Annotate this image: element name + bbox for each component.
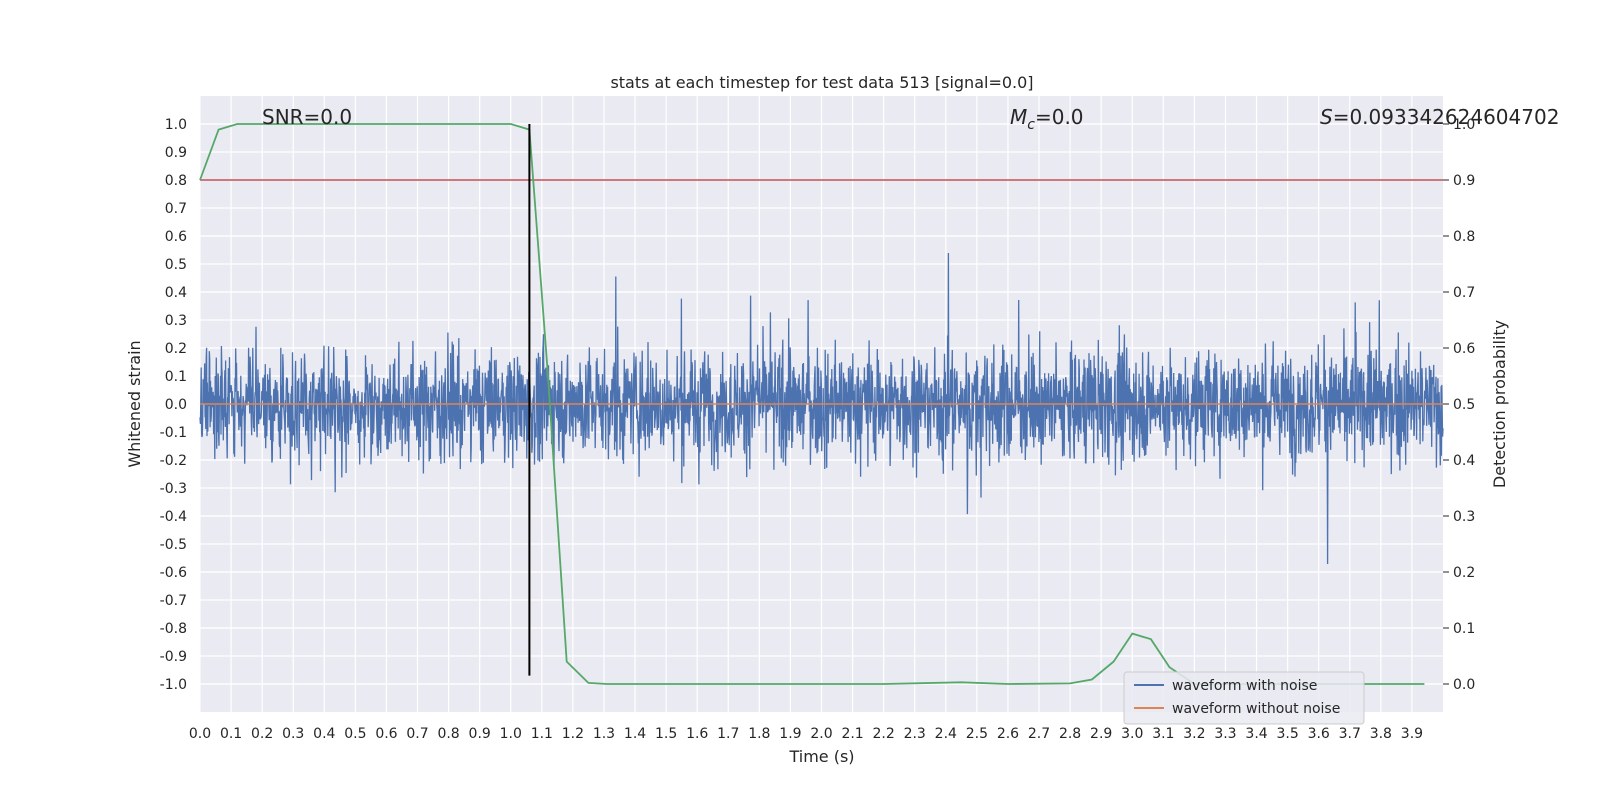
chirp-mass-symbol: M: [1010, 105, 1027, 129]
x-tick-label: 0.5: [344, 726, 366, 742]
x-tick-label: 3.2: [1183, 726, 1205, 742]
legend-label-clean: waveform without noise: [1172, 701, 1340, 717]
y-tick-label: 0.8: [165, 173, 187, 189]
y-axis-label: Whitened strain: [125, 340, 144, 467]
x-tick-label: 3.1: [1152, 726, 1174, 742]
y2-tick-label: 0.0: [1453, 677, 1475, 693]
x-tick-label: 1.2: [562, 726, 584, 742]
y-tick-label: -0.6: [160, 565, 187, 581]
y2-axis-ticks: 0.0 0.1 0.2 0.3 0.4 0.5 0.6 0.7 0.8 0.9 1.0: [1443, 117, 1475, 693]
x-tick-label: 1.5: [655, 726, 677, 742]
chirp-mass-annotation: Mc=0.0: [1010, 105, 1084, 133]
y-tick-label: -0.3: [160, 481, 187, 497]
x-tick-label: 3.4: [1245, 726, 1267, 742]
snr-annotation: SNR=0.0: [262, 105, 352, 129]
chirp-mass-subscript: c: [1027, 117, 1035, 133]
legend-label-noise: waveform with noise: [1172, 678, 1317, 694]
y-tick-label: -0.5: [160, 537, 187, 553]
x-tick-label: 2.0: [810, 726, 832, 742]
x-tick-label: 1.7: [717, 726, 739, 742]
waveform-with-noise-series: [199, 252, 1444, 565]
waveform-with-noise-line: [199, 252, 1444, 565]
x-tick-label: 1.1: [531, 726, 553, 742]
s-value: =0.093342624604702: [1333, 105, 1560, 129]
y-tick-label: 0.6: [165, 229, 187, 245]
y-axis-ticks: -1.0 -0.9 -0.8 -0.7 -0.6 -0.5 -0.4 -0.3 -0.2 -0.1…: [160, 117, 187, 693]
x-tick-label: 0.8: [437, 726, 459, 742]
x-tick-label: 0.9: [469, 726, 491, 742]
y-tick-label: -0.4: [160, 509, 187, 525]
x-tick-label: 1.0: [500, 726, 522, 742]
y2-tick-label: 0.1: [1453, 621, 1475, 637]
x-tick-label: 3.3: [1214, 726, 1236, 742]
y-tick-label: 0.5: [165, 257, 187, 273]
x-tick-label: 2.8: [1059, 726, 1081, 742]
chart-title: stats at each timestep for test data 513…: [610, 73, 1033, 92]
x-axis-ticks: 0.0 0.1 0.2 0.3 0.4 0.5 0.6 0.7 0.8 0.9 1.0 1.1 1.2 1…: [189, 726, 1423, 742]
y-tick-label: -0.9: [160, 649, 187, 665]
x-tick-label: 3.8: [1370, 726, 1392, 742]
x-tick-label: 3.0: [1121, 726, 1143, 742]
y-tick-label: 0.3: [165, 313, 187, 329]
s-annotation: S=0.093342624604702: [1320, 105, 1559, 129]
y-tick-label: -1.0: [160, 677, 187, 693]
legend-box: [1123, 671, 1365, 725]
y-tick-label: 0.9: [165, 145, 187, 161]
x-tick-label: 0.1: [220, 726, 242, 742]
y2-tick-label: 0.9: [1453, 173, 1475, 189]
legend: waveform with noise waveform without noi…: [1123, 671, 1365, 725]
x-tick-label: 2.7: [1028, 726, 1050, 742]
x-tick-label: 0.7: [406, 726, 428, 742]
x-tick-label: 0.4: [313, 726, 335, 742]
y-tick-label: 0.2: [165, 341, 187, 357]
x-tick-label: 1.3: [593, 726, 615, 742]
x-tick-label: 1.6: [686, 726, 708, 742]
x-tick-label: 3.5: [1276, 726, 1298, 742]
x-tick-label: 2.1: [841, 726, 863, 742]
y-tick-label: 0.1: [165, 369, 187, 385]
y-tick-label: -0.1: [160, 425, 187, 441]
x-tick-label: 1.4: [624, 726, 646, 742]
x-tick-label: 3.7: [1339, 726, 1361, 742]
x-tick-label: 1.9: [779, 726, 801, 742]
x-tick-label: 1.8: [748, 726, 770, 742]
y-tick-label: -0.7: [160, 593, 187, 609]
x-tick-label: 2.4: [935, 726, 957, 742]
x-tick-label: 3.9: [1401, 726, 1423, 742]
y-tick-label: 1.0: [165, 117, 187, 133]
y2-tick-label: 0.5: [1453, 397, 1475, 413]
y2-tick-label: 0.3: [1453, 509, 1475, 525]
x-tick-label: 0.2: [251, 726, 273, 742]
y2-tick-label: 0.4: [1453, 453, 1475, 469]
x-tick-label: 0.0: [189, 726, 211, 742]
x-axis-label: Time (s): [788, 747, 854, 766]
y-tick-label: 0.7: [165, 201, 187, 217]
x-tick-label: 2.6: [997, 726, 1019, 742]
y-tick-label: -0.2: [160, 453, 187, 469]
chirp-mass-value: =0.0: [1035, 105, 1084, 129]
y2-tick-label: 0.6: [1453, 341, 1475, 357]
y2-tick-label: 0.8: [1453, 229, 1475, 245]
y-tick-label: 0.4: [165, 285, 187, 301]
x-tick-label: 2.9: [1090, 726, 1112, 742]
x-tick-label: 0.6: [375, 726, 397, 742]
x-tick-label: 2.5: [966, 726, 988, 742]
x-tick-label: 3.6: [1308, 726, 1330, 742]
y-tick-label: 0.0: [165, 397, 187, 413]
y2-tick-label: 1.0: [1453, 117, 1475, 133]
y2-axis-label: Detection probability: [1490, 320, 1509, 488]
x-tick-label: 2.2: [873, 726, 895, 742]
y2-tick-label: 0.2: [1453, 565, 1475, 581]
s-symbol: S: [1320, 105, 1333, 129]
y2-tick-label: 0.7: [1453, 285, 1475, 301]
x-tick-label: 2.3: [904, 726, 926, 742]
x-tick-label: 0.3: [282, 726, 304, 742]
y-tick-label: -0.8: [160, 621, 187, 637]
